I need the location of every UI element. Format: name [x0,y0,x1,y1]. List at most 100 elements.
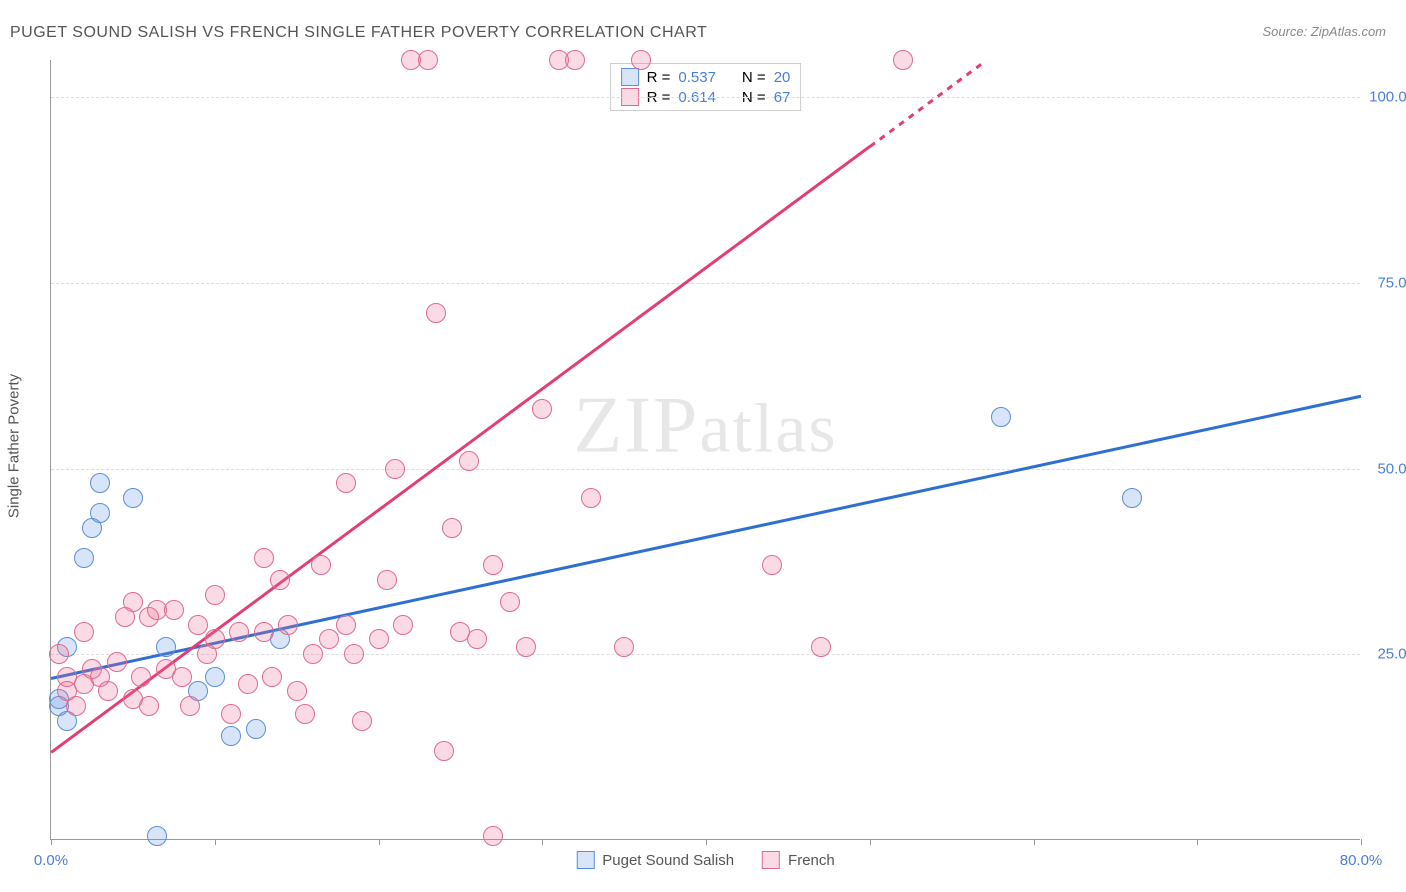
data-point [393,615,413,635]
data-point [123,488,143,508]
x-tick [215,839,216,845]
x-tick-label: 80.0% [1340,852,1383,869]
chart-container: PUGET SOUND SALISH VS FRENCH SINGLE FATH… [0,0,1406,892]
data-point [205,585,225,605]
data-point [172,667,192,687]
plot-area: ZIPatlas R =0.537N =20R =0.614N =67 Puge… [50,60,1360,840]
x-tick [51,839,52,845]
trend-line-dashed [869,60,985,147]
legend-stat-row: R = 0.537 N = 20 [621,68,791,86]
y-tick-label: 50.0% [1377,460,1406,477]
chart-title: PUGET SOUND SALISH VS FRENCH SINGLE FATH… [10,24,707,42]
legend-stats: R =0.537N =20R =0.614N =67 [610,63,802,111]
data-point [483,826,503,846]
x-tick-label: 0.0% [34,852,68,869]
data-point [90,503,110,523]
source-label: Source: ZipAtlas.com [1262,24,1386,39]
data-point [369,629,389,649]
gridline [51,283,1360,284]
data-point [221,726,241,746]
legend-swatch [762,851,780,869]
data-point [74,622,94,642]
data-point [238,674,258,694]
r-value: 0.537 [678,69,716,86]
data-point [631,50,651,70]
data-point [74,548,94,568]
data-point [532,399,552,419]
data-point [270,570,290,590]
data-point [565,50,585,70]
data-point [254,548,274,568]
data-point [344,644,364,664]
data-point [352,711,372,731]
data-point [295,704,315,724]
data-point [164,600,184,620]
r-label: R = [647,69,671,86]
data-point [319,629,339,649]
x-tick [870,839,871,845]
data-point [303,644,323,664]
y-axis-label: Single Father Poverty [6,374,23,518]
data-point [418,50,438,70]
data-point [991,407,1011,427]
data-point [188,615,208,635]
x-tick [1034,839,1035,845]
data-point [434,741,454,761]
data-point [66,696,86,716]
n-label: N = [742,69,766,86]
data-point [811,637,831,657]
legend-label: Puget Sound Salish [602,852,734,869]
data-point [516,637,536,657]
data-point [229,622,249,642]
data-point [180,696,200,716]
data-point [254,622,274,642]
data-point [311,555,331,575]
data-point [483,555,503,575]
data-point [246,719,266,739]
x-tick [379,839,380,845]
legend-swatch [621,68,639,86]
data-point [426,303,446,323]
data-point [893,50,913,70]
data-point [762,555,782,575]
data-point [614,637,634,657]
data-point [262,667,282,687]
data-point [467,629,487,649]
data-point [107,652,127,672]
data-point [205,667,225,687]
data-point [205,629,225,649]
data-point [442,518,462,538]
legend-label: French [788,852,835,869]
legend-item: French [762,851,835,869]
data-point [98,681,118,701]
data-point [147,826,167,846]
y-tick-label: 100.0% [1369,89,1406,106]
data-point [49,644,69,664]
legend-swatch [576,851,594,869]
data-point [581,488,601,508]
x-tick [706,839,707,845]
gridline [51,469,1360,470]
data-point [377,570,397,590]
data-point [123,592,143,612]
legend-item: Puget Sound Salish [576,851,734,869]
legend-series: Puget Sound Salish French [576,851,834,869]
data-point [278,615,298,635]
gridline [51,97,1360,98]
data-point [287,681,307,701]
y-tick-label: 75.0% [1377,274,1406,291]
data-point [336,615,356,635]
data-point [1122,488,1142,508]
watermark: ZIPatlas [573,381,837,472]
data-point [156,637,176,657]
data-point [139,696,159,716]
data-point [131,667,151,687]
x-tick [542,839,543,845]
x-tick [1197,839,1198,845]
y-tick-label: 25.0% [1377,646,1406,663]
gridline [51,654,1360,655]
data-point [336,473,356,493]
n-value: 20 [774,69,791,86]
data-point [500,592,520,612]
x-tick [1361,839,1362,845]
